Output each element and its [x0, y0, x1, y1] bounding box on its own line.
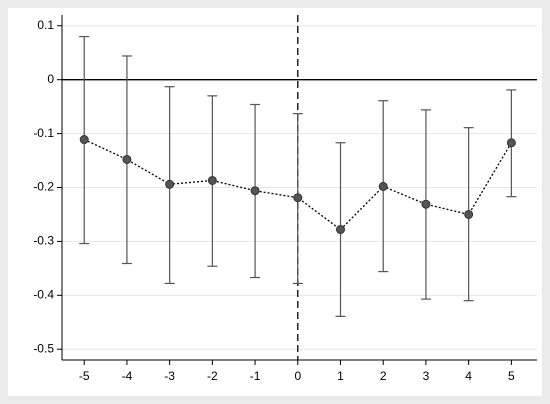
y-tick-label: 0 — [47, 72, 54, 86]
x-tick-label: 4 — [465, 369, 472, 383]
point — [122, 154, 132, 164]
y-tick-label: -0.5 — [33, 341, 54, 355]
y-tick-label: -0.1 — [33, 126, 54, 140]
y-tick-label: -0.3 — [33, 234, 54, 248]
point — [421, 199, 431, 209]
x-tick-label: 1 — [337, 369, 344, 383]
connecting-line — [83, 138, 512, 231]
y-tick-label: -0.4 — [33, 287, 54, 301]
point — [506, 138, 516, 148]
y-tick-label: 0.1 — [37, 18, 54, 32]
x-tick-label: -4 — [122, 369, 133, 383]
x-tick-label: -3 — [164, 369, 175, 383]
x-tick-label: -1 — [250, 369, 261, 383]
point — [293, 193, 303, 203]
x-tick-label: -5 — [79, 369, 90, 383]
point — [464, 209, 474, 219]
x-tick-label: -2 — [207, 369, 218, 383]
x-tick-label: 3 — [423, 369, 430, 383]
point — [207, 175, 217, 185]
y-tick-label: -0.2 — [33, 180, 54, 194]
plot-background — [8, 8, 542, 396]
x-tick-label: 0 — [294, 369, 301, 383]
point — [378, 181, 388, 191]
point — [250, 186, 260, 196]
point — [336, 225, 346, 235]
point — [165, 179, 175, 189]
x-tick-label: 5 — [508, 369, 515, 383]
x-tick-label: 2 — [380, 369, 387, 383]
point — [79, 135, 89, 145]
